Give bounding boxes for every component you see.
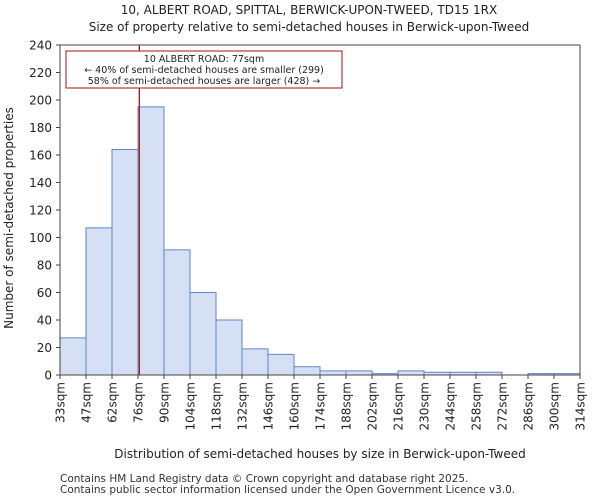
y-tick-label: 160: [29, 149, 52, 163]
bar-62sqm: [111, 149, 139, 376]
chart-subtitle: Size of property relative to semi-detach…: [89, 20, 530, 34]
bar-174sqm: [319, 370, 347, 376]
bar-160sqm: [293, 366, 321, 376]
x-tick-label: 90sqm: [158, 382, 172, 423]
x-tick-label: 132sqm: [236, 382, 250, 430]
bar-76sqm: [137, 106, 165, 376]
x-tick-label: 118sqm: [210, 382, 224, 430]
x-tick-label: 272sqm: [496, 382, 510, 430]
x-tick-label: 160sqm: [288, 382, 302, 430]
y-tick-label: 80: [37, 259, 52, 273]
bar-132sqm: [241, 348, 269, 376]
bar-188sqm: [345, 370, 373, 376]
y-tick-label: 140: [29, 176, 52, 190]
x-axis: 33sqm 47sqm 62sqm 76sqm 90sqm 104sqm 118sqm 132…: [54, 375, 588, 430]
x-tick-label: 47sqm: [80, 382, 94, 423]
bar-118sqm: [215, 319, 243, 376]
bar-47sqm: [85, 227, 113, 376]
y-axis: 0 20 40 60 80 100 120 140 160 180 200 220 240: [29, 39, 60, 383]
y-tick-label: 180: [29, 121, 52, 135]
y-tick-label: 20: [37, 341, 52, 355]
x-tick-label: 104sqm: [184, 382, 198, 430]
y-tick-label: 240: [29, 39, 52, 53]
x-tick-label: 314sqm: [574, 382, 588, 430]
x-tick-label: 216sqm: [392, 382, 406, 430]
bar-33sqm: [59, 337, 87, 376]
bars-group: [59, 106, 581, 376]
y-tick-label: 100: [29, 231, 52, 245]
x-tick-label: 188sqm: [340, 382, 354, 430]
y-axis-label: Number of semi-detached properties: [2, 107, 16, 329]
x-tick-label: 146sqm: [262, 382, 276, 430]
annotation-frame: [65, 50, 343, 89]
x-tick-label: 62sqm: [106, 382, 120, 423]
annotation-line-1: 10 ALBERT ROAD: 77sqm: [144, 54, 264, 65]
x-tick-label: 33sqm: [54, 382, 68, 423]
x-tick-label: 300sqm: [548, 382, 562, 430]
x-tick-label: 76sqm: [132, 382, 146, 423]
x-axis-label: Distribution of semi-detached houses by …: [114, 447, 525, 461]
x-tick-label: 244sqm: [444, 382, 458, 430]
y-tick-label: 220: [29, 66, 52, 80]
x-tick-label: 174sqm: [314, 382, 328, 430]
y-tick-label: 120: [29, 204, 52, 218]
footer-attribution-2: Contains public sector information licen…: [60, 484, 516, 496]
bar-104sqm: [189, 292, 217, 376]
chart-title: 10, ALBERT ROAD, SPITTAL, BERWICK-UPON-T…: [121, 3, 497, 17]
annotation-line-2: ← 40% of semi-detached houses are smalle…: [84, 65, 324, 76]
annotation-line-3: 58% of semi-detached houses are larger (…: [88, 76, 321, 87]
y-tick-label: 40: [37, 314, 52, 328]
x-tick-label: 258sqm: [470, 382, 484, 430]
plot-frame: [59, 44, 581, 376]
y-tick-label: 0: [44, 369, 52, 383]
footer-attribution-1: Contains HM Land Registry data © Crown c…: [60, 473, 469, 485]
y-tick-label: 200: [29, 94, 52, 108]
x-tick-label: 230sqm: [418, 382, 432, 430]
x-tick-label: 202sqm: [366, 382, 380, 430]
bar-216sqm: [397, 370, 425, 376]
x-tick-label: 286sqm: [522, 382, 536, 430]
annotation-box: 10 ALBERT ROAD: 77sqm ← 40% of semi-deta…: [65, 50, 343, 89]
bar-90sqm: [163, 249, 191, 376]
y-tick-label: 60: [37, 286, 52, 300]
bar-146sqm: [267, 353, 295, 376]
